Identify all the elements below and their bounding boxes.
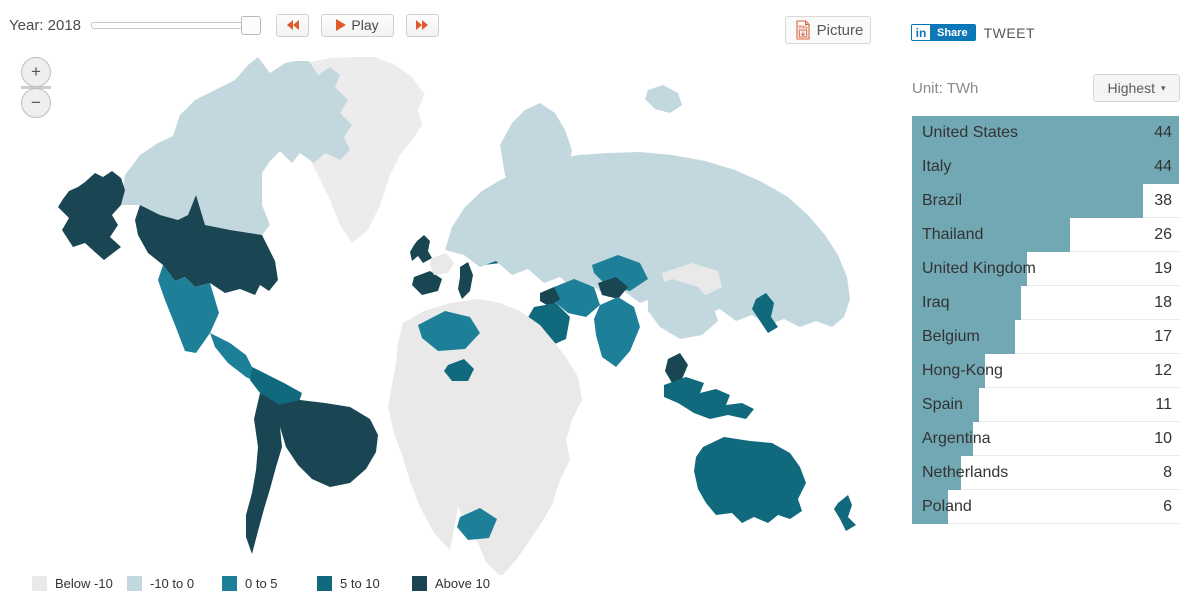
svg-text:PNG: PNG [798,24,808,29]
